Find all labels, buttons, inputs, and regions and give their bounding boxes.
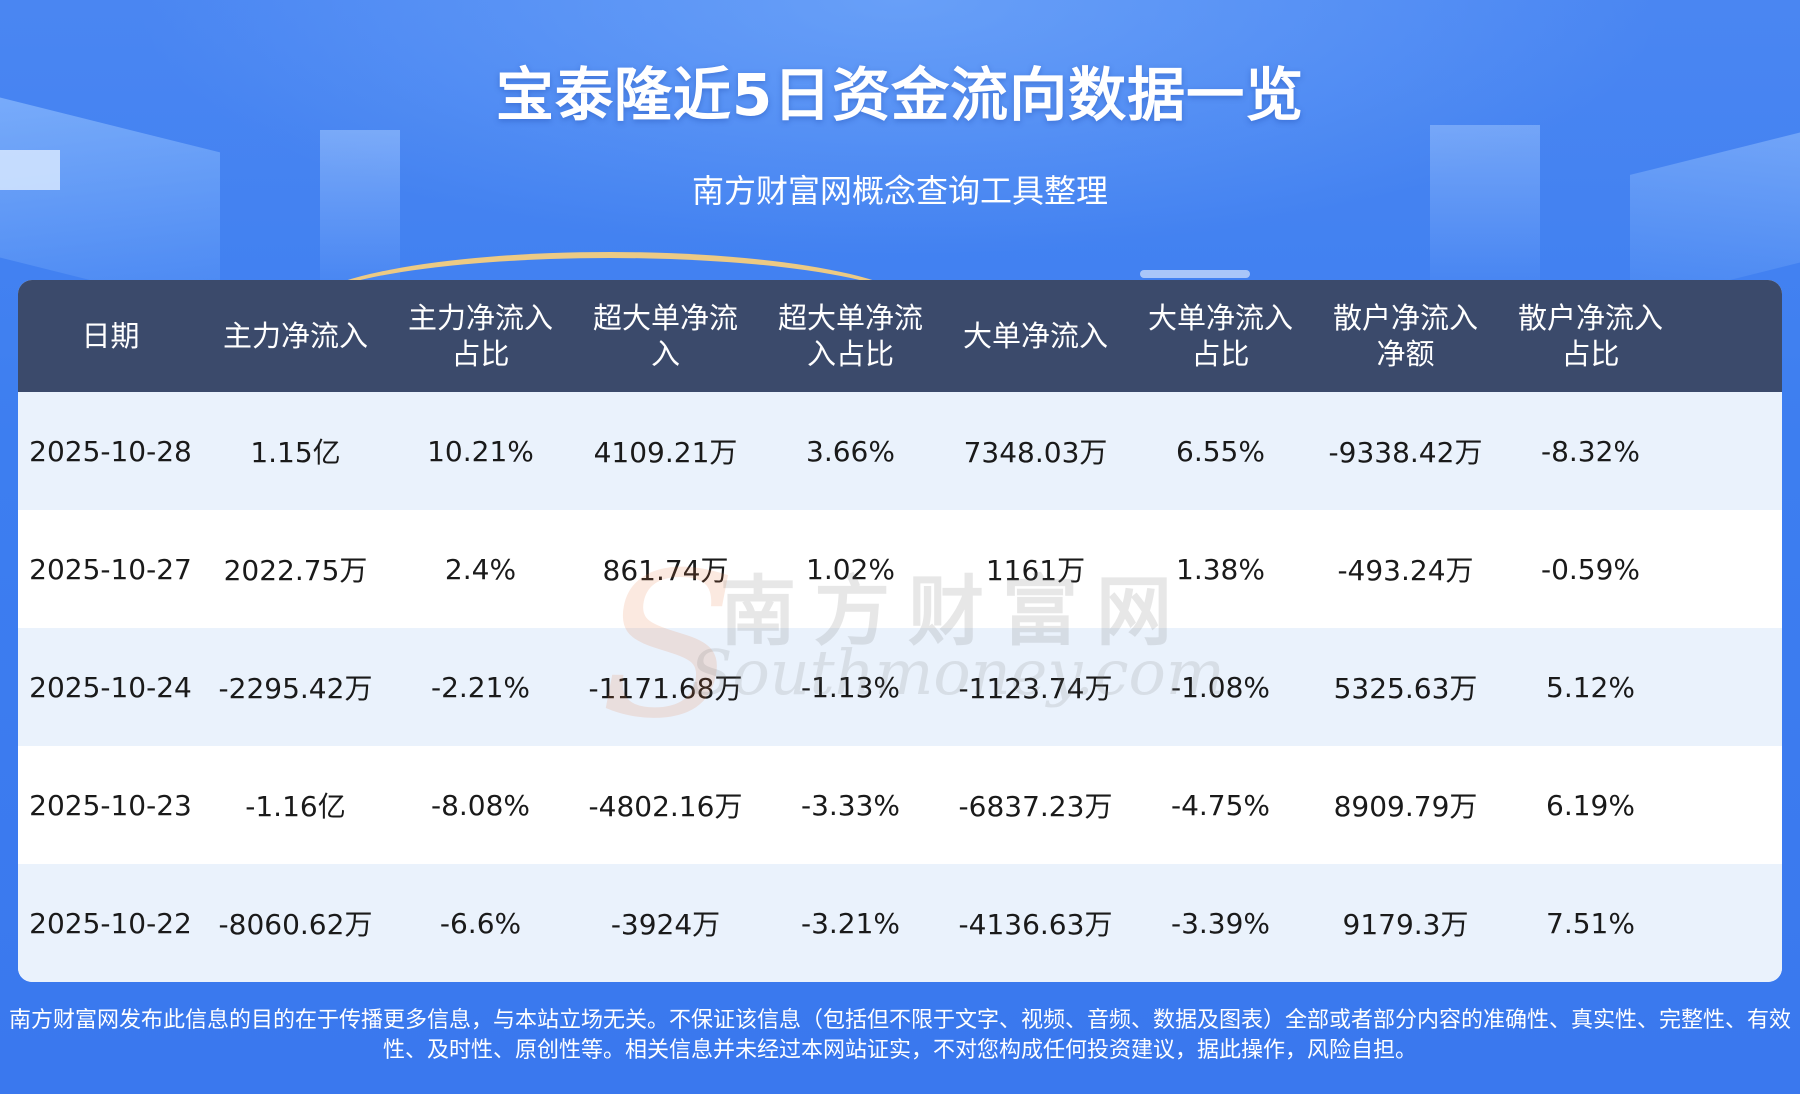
column-header-line: 散户净流入 — [1517, 301, 1663, 335]
value-cell: -8.32% — [1540, 434, 1641, 468]
value-cell: -3.39% — [1170, 906, 1271, 940]
value-cell: -3924万 — [610, 908, 721, 941]
column-header-line: 占比 — [1561, 337, 1620, 371]
value-cell: -1.16亿 — [245, 790, 346, 823]
column-header-line: 主力净流入 — [222, 319, 368, 353]
date-cell: 2025-10-27 — [29, 552, 192, 586]
column-header-line: 超大单净流 — [592, 301, 738, 335]
value-cell: 1.15亿 — [250, 436, 341, 469]
table-row: 2025-10-22 -8060.62万 -6.6% -3924万 -3.21% -413… — [18, 864, 1782, 982]
value-cell: -6837.23万 — [958, 790, 1113, 823]
value-cell: -2.21% — [430, 670, 531, 704]
value-cell: -1123.74万 — [958, 672, 1113, 705]
background-glow — [0, 0, 1800, 300]
value-cell: 3.66% — [806, 434, 895, 468]
value-cell: -0.59% — [1540, 552, 1641, 586]
decor-bar — [1140, 270, 1250, 278]
value-cell: 1.38% — [1176, 552, 1265, 586]
table-row: 2025-10-24 -2295.42万 -2.21% -1171.68万 -1.13%… — [18, 628, 1782, 746]
value-cell: 7.51% — [1546, 906, 1635, 940]
page-subtitle: 南方财富网概念查询工具整理 — [691, 172, 1108, 210]
column-header-line: 大单净流入 — [962, 319, 1108, 353]
value-cell: -4136.63万 — [958, 908, 1113, 941]
value-cell: -1.13% — [800, 670, 901, 704]
column-header: 超大单净流 入占比 — [758, 300, 943, 372]
value-cell: -6.6% — [439, 906, 522, 940]
column-header: 日期 — [18, 318, 203, 354]
value-cell: -4.75% — [1170, 788, 1271, 822]
value-cell: -3.21% — [800, 906, 901, 940]
fund-flow-table: 日期 主力净流入 主力净流入 占比 超大单净流入超大单净流 入占比 大单净流入 大单净流入 占比… — [18, 280, 1782, 982]
column-header-line: 入 — [650, 337, 680, 371]
value-cell: 7348.03万 — [963, 436, 1108, 469]
value-cell: 6.55% — [1176, 434, 1265, 468]
column-header-line: 主力净流入 — [407, 301, 553, 335]
column-header-line: 散户净流入 — [1332, 301, 1478, 335]
value-cell: -493.24万 — [1337, 554, 1474, 587]
value-cell: -3.33% — [800, 788, 901, 822]
column-header-line: 净额 — [1376, 337, 1435, 371]
column-header: 主力净流入 占比 — [388, 300, 573, 372]
value-cell: -8.08% — [430, 788, 531, 822]
column-header-line: 占比 — [1191, 337, 1250, 371]
decor-block — [320, 130, 400, 280]
value-cell: 2022.75万 — [223, 554, 368, 587]
value-cell: -2295.42万 — [218, 672, 373, 705]
value-cell: -4802.16万 — [588, 790, 743, 823]
value-cell: 5325.63万 — [1333, 672, 1478, 705]
column-header: 超大单净流入 — [573, 300, 758, 372]
date-cell: 2025-10-24 — [29, 670, 192, 704]
value-cell: -1.08% — [1170, 670, 1271, 704]
value-cell: 4109.21万 — [593, 436, 738, 469]
decor-arc — [300, 252, 920, 372]
value-cell: -8060.62万 — [218, 908, 373, 941]
value-cell: 2.4% — [444, 552, 517, 586]
table-body: 2025-10-28 1.15亿 10.21% 4109.21万 3.66% 7348.0… — [18, 392, 1782, 982]
value-cell: -9338.42万 — [1328, 436, 1483, 469]
column-header: 大单净流入 占比 — [1128, 300, 1313, 372]
date-cell: 2025-10-28 — [29, 434, 192, 468]
column-header-line: 日期 — [81, 319, 140, 353]
column-header: 主力净流入 — [203, 318, 388, 354]
value-cell: 5.12% — [1546, 670, 1635, 704]
date-cell: 2025-10-22 — [29, 906, 192, 940]
decor-block — [0, 150, 60, 190]
value-cell: 10.21% — [427, 434, 534, 468]
value-cell: 8909.79万 — [1333, 790, 1478, 823]
column-header: 散户净流入 净额 — [1313, 300, 1498, 372]
value-cell: 861.74万 — [602, 554, 729, 587]
column-header: 散户净流入 占比 — [1498, 300, 1683, 372]
column-header-line: 入占比 — [806, 337, 894, 371]
value-cell: 9179.3万 — [1342, 908, 1469, 941]
table-row: 2025-10-23 -1.16亿 -8.08% -4802.16万 -3.33% -68… — [18, 746, 1782, 864]
date-cell: 2025-10-23 — [29, 788, 192, 822]
column-header-line: 占比 — [451, 337, 510, 371]
column-header-line: 超大单净流 — [777, 301, 923, 335]
value-cell: 6.19% — [1546, 788, 1635, 822]
value-cell: -1171.68万 — [588, 672, 743, 705]
table-row: 2025-10-28 1.15亿 10.21% 4109.21万 3.66% 7348.0… — [18, 392, 1782, 510]
decor-block — [1430, 125, 1540, 285]
table-row: 2025-10-27 2022.75万 2.4% 861.74万 1.02% 1161万 1… — [18, 510, 1782, 628]
column-header-line: 大单净流入 — [1147, 301, 1293, 335]
value-cell: 1.02% — [806, 552, 895, 586]
table-header: 日期 主力净流入 主力净流入 占比 超大单净流入超大单净流 入占比 大单净流入 大单净流入 占比… — [18, 280, 1782, 392]
column-header: 大单净流入 — [943, 318, 1128, 354]
value-cell: 1161万 — [985, 554, 1086, 587]
disclaimer-text: 南方财富网发布此信息的目的在于传播更多信息，与本站立场无关。不保证该信息（包括但… — [8, 1008, 1791, 1063]
page-title: 宝泰隆近5日资金流向数据一览 — [495, 61, 1305, 129]
